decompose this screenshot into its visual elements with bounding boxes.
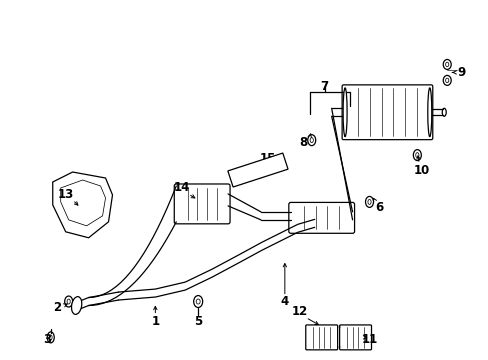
Polygon shape [61,180,105,226]
Text: 12: 12 [291,305,307,318]
Ellipse shape [71,297,81,314]
Text: 9: 9 [456,66,465,79]
Ellipse shape [427,88,431,137]
Text: 3: 3 [42,333,51,346]
Polygon shape [53,172,112,238]
Text: 7: 7 [320,80,328,93]
Ellipse shape [343,88,346,137]
FancyBboxPatch shape [174,184,229,224]
Text: 6: 6 [375,201,383,215]
Text: 13: 13 [58,188,74,202]
Text: 1: 1 [151,315,159,328]
Text: 2: 2 [53,301,61,314]
FancyBboxPatch shape [342,85,432,140]
FancyBboxPatch shape [339,325,371,350]
Polygon shape [227,153,287,187]
Text: 8: 8 [299,136,307,149]
Text: 14: 14 [174,181,190,194]
Text: 11: 11 [361,333,377,346]
FancyBboxPatch shape [288,202,354,233]
FancyBboxPatch shape [305,325,337,350]
Text: 5: 5 [194,315,202,328]
Text: 15: 15 [259,152,276,165]
Ellipse shape [441,108,446,116]
Ellipse shape [193,296,202,307]
Text: 4: 4 [280,295,288,308]
Text: 10: 10 [412,163,428,176]
